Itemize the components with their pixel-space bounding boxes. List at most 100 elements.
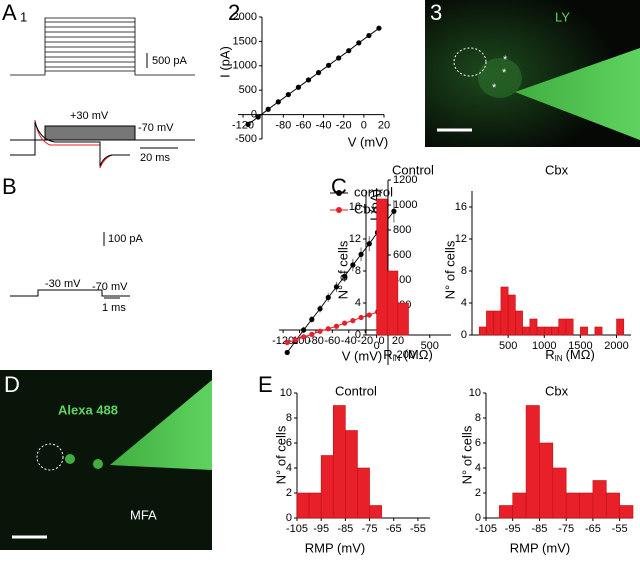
scale-label: 100 pA	[108, 233, 144, 245]
x-tick-label: -20	[336, 120, 352, 132]
scale-label: 20 ms	[140, 152, 170, 164]
bar	[369, 505, 382, 519]
chart: -120 -80 -60 -40 -20 0 20 -500 0 500 1000 1500 2000 I…	[217, 11, 390, 150]
voltage-label: -70 mV	[138, 122, 174, 134]
chart-title: Cbx	[545, 162, 569, 177]
x-tick-label: -55	[612, 523, 628, 535]
x-tick-label: -80	[308, 335, 324, 347]
data-point	[391, 208, 397, 214]
x-axis-label: V (mV)	[348, 134, 388, 149]
y-axis-label: I (pA)	[217, 46, 232, 78]
x-tick-label: -105	[286, 523, 308, 535]
data-point	[326, 62, 332, 68]
legend-marker	[336, 190, 342, 196]
bar	[529, 318, 538, 336]
y-axis-label: N° of cells	[273, 425, 288, 484]
bar	[616, 318, 625, 336]
x-axis-label: V (mV)	[342, 348, 382, 363]
data-point	[265, 106, 271, 112]
y-tick-label: 8	[355, 265, 361, 277]
bar	[594, 326, 603, 336]
x-tick-label: -120	[232, 120, 254, 132]
x-axis-label: RIN (MΩ)	[545, 347, 595, 363]
bar	[565, 492, 580, 519]
data-point	[305, 77, 312, 83]
y-tick-label: 10	[469, 387, 481, 399]
data-point	[309, 331, 315, 337]
pipette	[110, 380, 212, 470]
panel-letter: D	[4, 372, 20, 397]
x-tick-label: 1000	[532, 340, 556, 352]
bar	[493, 310, 502, 336]
legend-label: control	[354, 184, 393, 199]
pipette	[515, 48, 640, 140]
chart: 500 1000 1500 2000 0 4 8 12 16 Cbx N° of cells RIN(…	[442, 162, 631, 363]
y-tick-label: 12	[455, 233, 467, 245]
x-tick-label: -40	[316, 120, 332, 132]
x-tick-label: -60	[295, 120, 311, 132]
x-axis-label-sub: IN	[393, 354, 401, 363]
chart: -120-100-80-60-40-20020-2000200400600800…	[272, 174, 417, 365]
chart-title: Control	[335, 383, 377, 398]
chart-title: Control	[392, 162, 434, 177]
voltage-label: +30 mV	[70, 110, 109, 122]
bar	[500, 286, 509, 336]
y-tick-label: 16	[455, 201, 467, 213]
outline	[36, 443, 64, 471]
x-tick-label: 20	[392, 335, 404, 347]
y-tick-label: 4	[286, 462, 292, 474]
chart: 0 500 0 4 8 12 16 Control N° of cells RIN (MΩ)	[335, 162, 451, 363]
data-point	[336, 55, 342, 61]
data-point	[284, 339, 290, 346]
voltage-step	[44, 125, 136, 141]
data-point	[325, 294, 331, 301]
bar	[486, 310, 494, 336]
x-axis-label-main: R	[383, 347, 392, 362]
cell	[93, 459, 103, 469]
bar	[619, 505, 634, 519]
panel-letter: B	[2, 174, 17, 199]
outline	[453, 47, 487, 77]
y-tick-label: 1000	[233, 60, 257, 72]
x-axis-label: RMP (mV)	[305, 540, 365, 555]
bar	[558, 318, 567, 336]
data-point	[275, 99, 281, 105]
x-tick-label: -85	[337, 523, 353, 535]
y-tick-label: 800	[393, 224, 411, 236]
y-tick-label: 0	[286, 512, 292, 524]
y-axis-label: N° of cells	[459, 425, 474, 484]
x-tick-label: 20	[378, 120, 390, 132]
bar	[296, 492, 310, 519]
voltage-step	[10, 289, 130, 297]
voltage-label: -30 mV	[45, 278, 81, 290]
x-tick-label: 0	[374, 340, 380, 352]
y-tick-label: 0	[355, 329, 361, 341]
x-axis-label: RIN (MΩ)	[383, 347, 433, 363]
x-tick-label: 2000	[604, 340, 628, 352]
y-tick-label: 6	[286, 437, 292, 449]
bar	[605, 492, 620, 519]
y-axis-label: N° of cells	[335, 240, 350, 299]
y-tick-label: 1200	[393, 174, 417, 186]
data-point	[245, 121, 251, 127]
marker: *	[492, 82, 497, 94]
x-tick-label: -60	[324, 335, 340, 347]
voltage-label: -70 mV	[92, 281, 128, 293]
data-point	[292, 337, 299, 343]
bar	[539, 442, 554, 519]
bar	[397, 302, 409, 336]
x-tick-label: 0	[361, 120, 367, 132]
data-point	[255, 114, 261, 120]
panel-letter: A	[2, 0, 17, 25]
y-tick-label: 600	[393, 249, 411, 261]
bar	[515, 310, 523, 336]
y-axis-label: N° of cells	[442, 240, 457, 299]
bar	[525, 405, 540, 519]
bar	[551, 326, 560, 336]
x-tick-label: 500	[421, 340, 439, 352]
data-point	[358, 251, 364, 257]
y-tick-label: -500	[235, 133, 257, 145]
x-axis-label: RMP (mV)	[510, 540, 570, 555]
x-tick-label: 500	[499, 340, 517, 352]
